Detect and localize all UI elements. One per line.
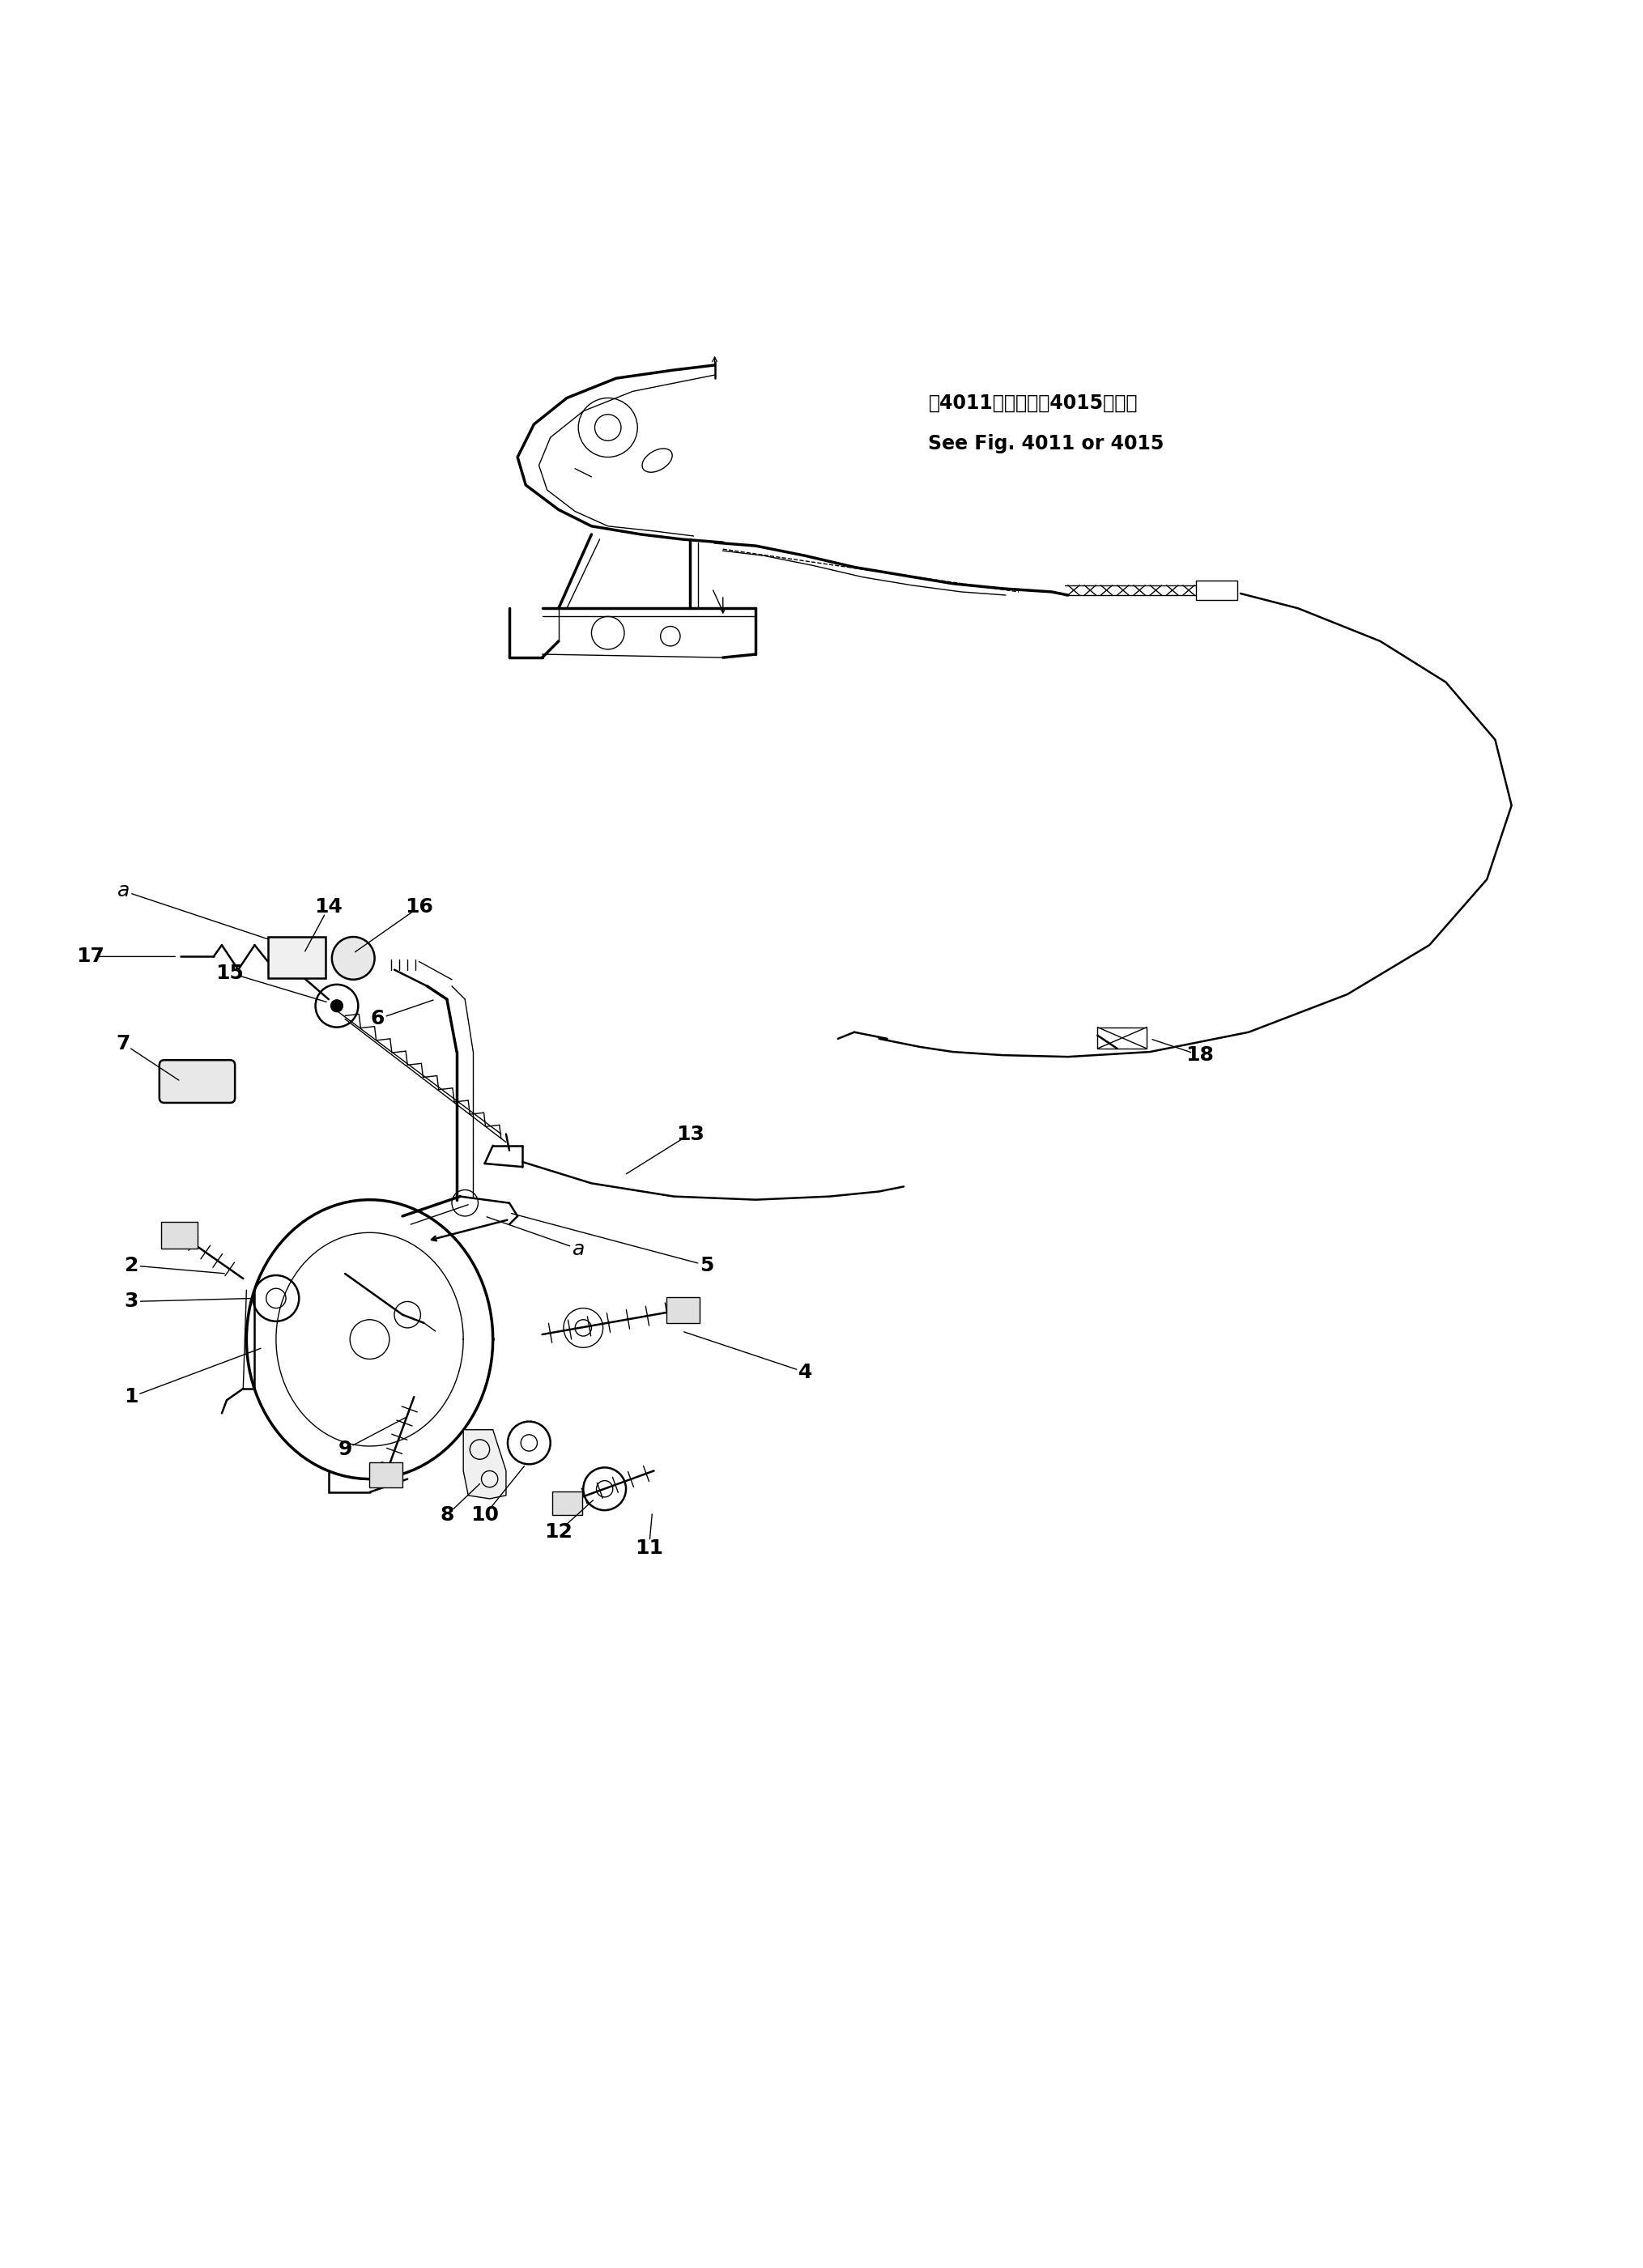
Text: a: a	[117, 882, 130, 900]
Text: 11: 11	[634, 1538, 664, 1558]
Circle shape	[332, 937, 375, 980]
Text: 18: 18	[1185, 1046, 1214, 1066]
Text: 8: 8	[440, 1506, 453, 1524]
FancyBboxPatch shape	[268, 937, 325, 978]
Polygon shape	[463, 1429, 506, 1499]
Text: 5: 5	[700, 1256, 713, 1275]
Text: 3: 3	[125, 1293, 138, 1311]
Text: 12: 12	[544, 1522, 573, 1542]
Text: 6: 6	[371, 1009, 384, 1030]
Circle shape	[330, 1000, 343, 1012]
Text: 14: 14	[314, 898, 343, 916]
FancyBboxPatch shape	[161, 1222, 197, 1247]
Text: 7: 7	[117, 1034, 130, 1052]
Text: 1: 1	[125, 1388, 138, 1406]
FancyBboxPatch shape	[1196, 581, 1237, 601]
FancyBboxPatch shape	[370, 1463, 403, 1488]
Text: a: a	[572, 1238, 585, 1259]
Text: 17: 17	[76, 946, 105, 966]
Text: 16: 16	[404, 898, 434, 916]
Text: 9: 9	[338, 1440, 352, 1458]
FancyBboxPatch shape	[159, 1059, 235, 1102]
Text: See Fig. 4011 or 4015: See Fig. 4011 or 4015	[928, 433, 1165, 454]
Text: 10: 10	[470, 1506, 499, 1524]
Text: 13: 13	[675, 1125, 705, 1143]
Text: 15: 15	[215, 964, 245, 982]
FancyBboxPatch shape	[667, 1297, 700, 1322]
FancyBboxPatch shape	[552, 1492, 582, 1515]
Text: 第4011図または第4015図参照: 第4011図または第4015図参照	[928, 392, 1137, 413]
Text: 2: 2	[125, 1256, 138, 1275]
Text: 4: 4	[798, 1363, 812, 1381]
